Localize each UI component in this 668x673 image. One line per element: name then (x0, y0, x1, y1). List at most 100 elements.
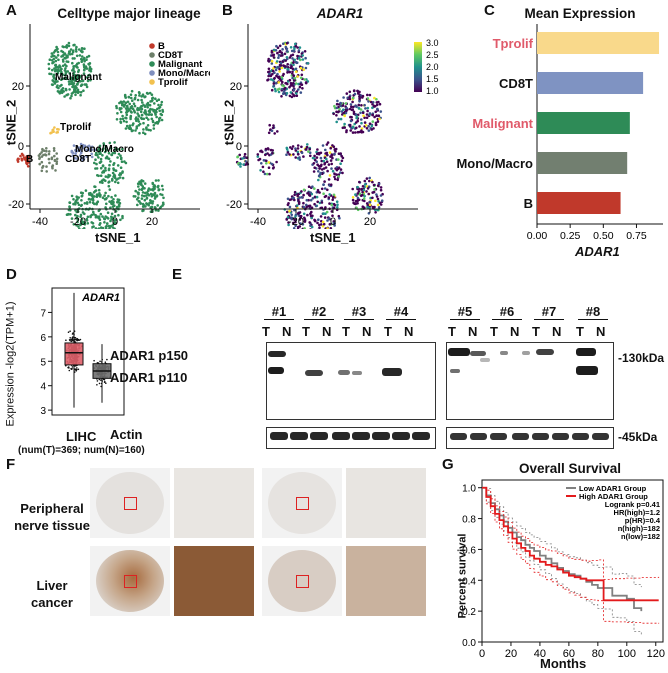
tsne-point (330, 167, 333, 170)
plot-frame (481, 479, 664, 643)
tsne-point (365, 202, 369, 205)
tsne-point (48, 58, 52, 61)
tsne-point (270, 162, 274, 166)
tsne-point (51, 61, 54, 65)
tsne-point (45, 165, 48, 168)
tsne-point (371, 191, 374, 194)
tsne-point (326, 169, 329, 173)
tsne-point (272, 82, 276, 85)
zoom-region-marker (124, 575, 137, 588)
tsne-point (90, 228, 93, 229)
tsne-point (322, 159, 326, 163)
tsne-point (319, 156, 323, 160)
tsne-point (76, 90, 79, 93)
tsne-point (158, 105, 162, 109)
tsne-point (126, 104, 129, 108)
x-tick-label: 40 (534, 648, 546, 660)
tsne-point (97, 188, 101, 192)
tsne-point (357, 103, 361, 107)
data-point (76, 367, 78, 369)
tsne-point (73, 88, 77, 91)
category-label: CD8T (499, 76, 533, 91)
tsne-point (367, 192, 370, 196)
data-point (98, 378, 101, 381)
tsne-point (144, 95, 147, 98)
tsne-point (110, 215, 113, 219)
tsne-point (111, 151, 115, 155)
data-point (100, 379, 102, 381)
tsne-point (141, 209, 144, 213)
tsne-point (122, 100, 126, 103)
panel-d-box-plot: ADAR1 7 6 5 4 3 (40, 287, 125, 417)
tsne-point (140, 98, 143, 102)
tsne-point (81, 79, 84, 83)
tsne-point (85, 219, 89, 222)
tsne-point (286, 82, 289, 86)
panel-a-ylabel: tSNE_2 (3, 99, 19, 146)
tsne-point (352, 105, 355, 109)
tsne-point (361, 96, 364, 99)
tsne-point (99, 157, 103, 161)
tsne-point (349, 119, 353, 123)
tsne-point (95, 167, 99, 170)
tsne-point (99, 174, 103, 177)
tsne-point (96, 174, 99, 177)
tsne-point (292, 74, 295, 77)
tsne-point (55, 157, 59, 161)
tsne-point (373, 96, 376, 100)
tsne-point (344, 111, 348, 115)
tsne-point (75, 83, 79, 86)
tsne-point (87, 144, 91, 148)
tsne-point (94, 148, 97, 152)
tsne-point (153, 187, 156, 191)
tsne-point (75, 146, 79, 149)
tsne-point (69, 76, 73, 79)
tsne-point (325, 210, 329, 214)
tsne-point (372, 104, 376, 108)
tsne-point (147, 189, 150, 193)
tsne-point (352, 89, 356, 92)
tsne-point (143, 182, 147, 185)
tsne-point (64, 88, 68, 92)
tsne-point (131, 99, 134, 102)
tsne-point (327, 178, 331, 181)
tsne-point (101, 226, 105, 229)
tsne-point (288, 78, 292, 82)
tsne-point (80, 194, 84, 197)
tsne-point (370, 128, 373, 131)
tsne-point (109, 224, 113, 228)
tsne-point (86, 79, 90, 83)
tsne-point (302, 193, 305, 197)
tsne-point (118, 101, 121, 105)
tsne-point (53, 154, 56, 158)
tsne-point (330, 162, 333, 166)
tsne-point (154, 97, 157, 100)
data-point (74, 337, 77, 339)
x-tick-label: 0 (479, 648, 485, 660)
tsne-point (119, 110, 123, 114)
tsne-point (351, 125, 355, 129)
tsne-point (280, 87, 284, 91)
tsne-point (129, 126, 132, 130)
tsne-point (367, 124, 370, 128)
tsne-point (364, 107, 367, 110)
tsne-point (365, 177, 369, 180)
tsne-point (119, 218, 122, 222)
tsne-point (361, 185, 365, 188)
tsne-point (116, 200, 119, 204)
tsne-point (132, 195, 136, 198)
tsne-point (112, 198, 115, 201)
tsne-point (114, 221, 118, 225)
band (480, 358, 490, 362)
tsne-point (291, 57, 294, 60)
tsne-point (339, 101, 342, 105)
panel-c-letter: C (484, 2, 495, 19)
tsne-point (280, 66, 284, 70)
tsne-point (126, 100, 130, 104)
tsne-point (54, 169, 57, 172)
tsne-point (108, 180, 111, 183)
tissue-core (268, 550, 336, 612)
tsne-point (83, 223, 87, 226)
tsne-point (280, 51, 283, 54)
tsne-point (288, 205, 292, 209)
